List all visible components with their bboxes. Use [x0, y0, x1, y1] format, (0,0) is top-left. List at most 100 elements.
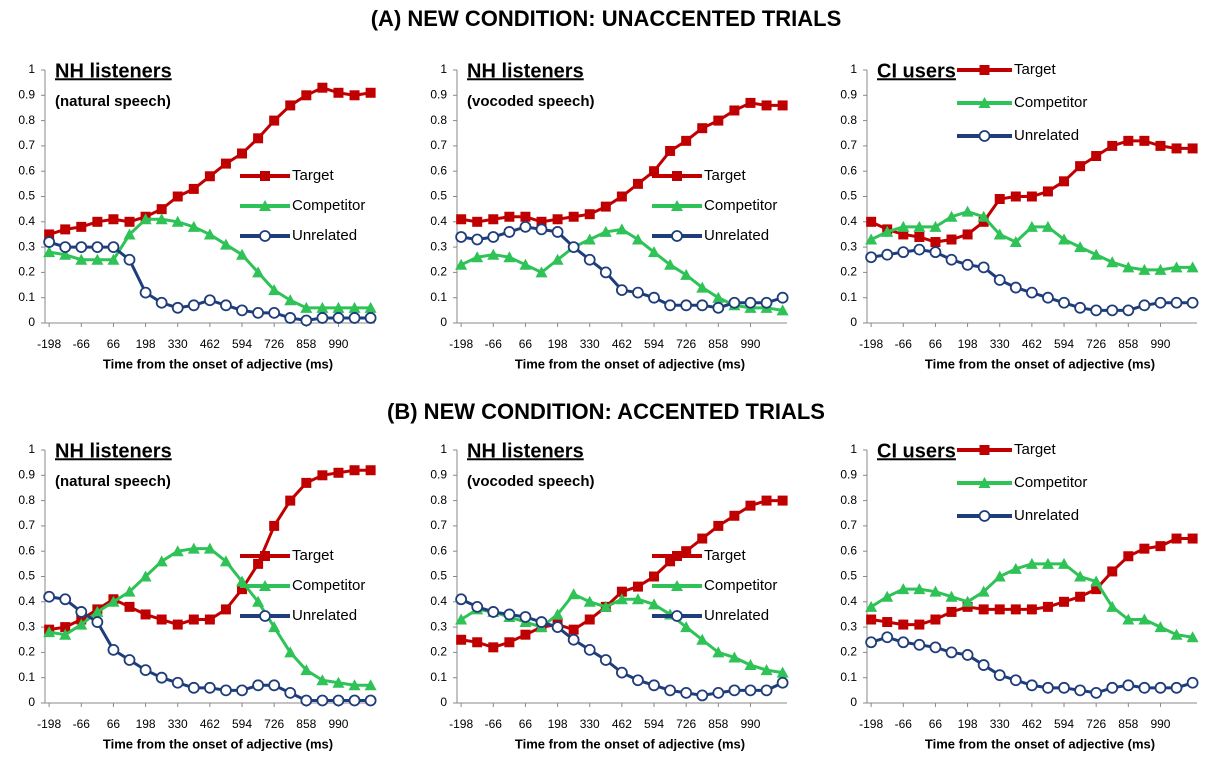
marker	[188, 614, 199, 625]
marker	[123, 228, 136, 240]
marker	[91, 253, 104, 265]
marker	[75, 618, 88, 630]
legend-marker	[671, 200, 683, 211]
marker	[680, 686, 693, 699]
marker	[253, 133, 264, 144]
marker	[187, 220, 200, 232]
marker	[268, 621, 281, 633]
marker	[139, 664, 152, 677]
panel-title: NH listeners	[467, 60, 584, 82]
marker	[204, 171, 215, 182]
x-tick-label: 594	[232, 717, 252, 731]
marker	[1154, 681, 1167, 694]
marker	[332, 301, 345, 313]
marker	[317, 470, 328, 481]
marker	[1139, 543, 1150, 554]
marker	[631, 593, 644, 605]
panel: 0 0.1 0.2 0.3 0.4 0.5 0.6 0.7 0.8 0.9 1 -198 -66 66 19…	[430, 440, 789, 751]
marker	[1107, 566, 1118, 577]
y-tick-label: 0.1	[430, 670, 447, 684]
marker	[1106, 681, 1119, 694]
panel-subtitle: (vocoded speech)	[467, 93, 595, 110]
marker	[1058, 557, 1071, 569]
legend-marker	[259, 610, 271, 622]
marker	[365, 87, 376, 98]
y-tick-label: 0.8	[430, 113, 447, 127]
marker	[551, 253, 564, 265]
y-tick-label: 0.8	[430, 493, 447, 507]
legend-marker	[672, 171, 682, 181]
marker	[348, 679, 361, 691]
marker	[946, 234, 957, 245]
marker	[1123, 551, 1134, 562]
marker	[75, 253, 88, 265]
y-tick-label: 0.9	[840, 87, 857, 101]
legend-marker	[259, 230, 271, 242]
marker	[648, 598, 661, 610]
marker	[1025, 286, 1038, 299]
marker	[237, 148, 248, 159]
marker	[456, 214, 467, 225]
marker	[649, 166, 660, 177]
legend-label: Unrelated	[704, 227, 769, 244]
marker	[945, 590, 958, 602]
y-tick-label: 0.2	[840, 265, 857, 279]
marker	[881, 248, 894, 261]
marker	[744, 684, 757, 697]
marker	[91, 605, 104, 617]
marker	[333, 87, 344, 98]
marker	[203, 681, 216, 694]
marker	[745, 500, 756, 511]
x-tick-label: 858	[708, 337, 728, 351]
marker	[1154, 296, 1167, 309]
marker	[107, 241, 120, 254]
marker	[535, 266, 548, 278]
marker	[332, 694, 345, 707]
x-axis-label: Time from the onset of adjective (ms)	[103, 736, 333, 751]
marker	[648, 246, 661, 258]
marker	[43, 590, 56, 603]
marker	[285, 495, 296, 506]
y-tick-label: 0.1	[840, 670, 857, 684]
marker	[1009, 236, 1022, 248]
marker	[615, 666, 628, 679]
x-axis-label: Time from the onset of adjective (ms)	[103, 356, 333, 371]
marker	[1186, 631, 1199, 643]
marker	[471, 233, 484, 246]
marker	[712, 646, 725, 658]
x-tick-label: -66	[895, 717, 913, 731]
marker	[75, 606, 88, 618]
legend-marker	[260, 551, 270, 561]
x-tick-label: -66	[895, 337, 913, 351]
marker	[1138, 263, 1151, 275]
y-tick-label: 0.2	[18, 265, 35, 279]
marker	[865, 600, 878, 612]
x-tick-label: 990	[1150, 717, 1170, 731]
legend-label: Competitor	[292, 197, 365, 214]
x-tick-label: -66	[485, 337, 503, 351]
marker	[455, 258, 468, 270]
x-tick-label: 330	[990, 717, 1010, 731]
panel-title: NH listeners	[55, 440, 172, 462]
y-tick-label: 1	[440, 62, 447, 76]
marker	[364, 679, 377, 691]
y-tick-label: 0	[28, 315, 35, 329]
marker	[1170, 296, 1183, 309]
marker	[897, 636, 910, 649]
marker	[929, 246, 942, 259]
marker	[897, 220, 910, 232]
marker	[520, 211, 531, 222]
marker	[568, 624, 579, 635]
marker	[1059, 596, 1070, 607]
marker	[124, 601, 135, 612]
marker	[665, 556, 676, 567]
marker	[882, 617, 893, 628]
marker	[945, 253, 958, 266]
marker	[1170, 681, 1183, 694]
marker	[881, 225, 894, 237]
y-tick-label: 0.8	[18, 113, 35, 127]
marker	[962, 229, 973, 240]
marker	[664, 258, 677, 270]
x-tick-label: 858	[1118, 717, 1138, 731]
marker	[333, 467, 344, 478]
